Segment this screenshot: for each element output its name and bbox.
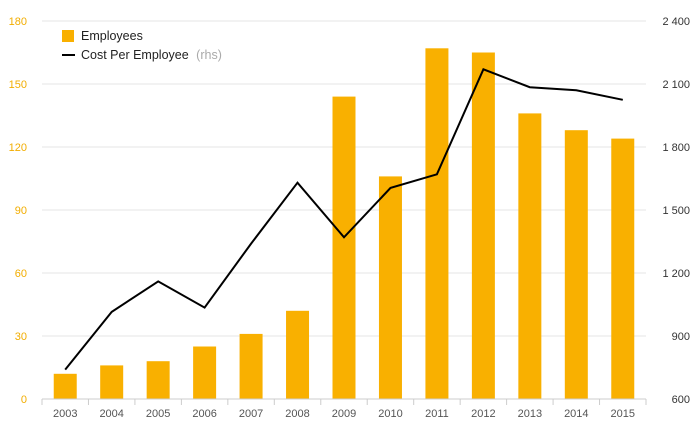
bar-employees-2005 <box>146 361 170 399</box>
left-tick-label: 0 <box>21 394 27 406</box>
bar-employees-2007 <box>239 333 263 399</box>
right-tick-label: 600 <box>672 394 690 406</box>
left-tick-label: 150 <box>9 79 27 91</box>
bar-employees-2014 <box>564 130 588 399</box>
bar-employees-2013 <box>518 113 542 400</box>
left-tick-label: 120 <box>9 142 27 154</box>
legend-label-cost-per-employee: Cost Per Employee (rhs) <box>81 48 222 62</box>
right-tick-label: 2 400 <box>662 16 690 28</box>
x-axis: 2003 2004 2005 2006 2007 2008 2009 2010 2011 2012… <box>41 398 647 420</box>
x-tick-label: 2004 <box>99 408 123 420</box>
x-tick-label: 2007 <box>239 408 263 420</box>
x-tick-label: 2009 <box>332 408 356 420</box>
x-tick-label: 2008 <box>285 408 309 420</box>
left-tick-label: 180 <box>9 16 27 28</box>
legend-label-cost-per-employee-name: Cost Per Employee <box>81 48 189 62</box>
x-tick-label: 2014 <box>564 408 588 420</box>
right-axis-ticks: 600 900 1 200 1 500 1 800 2 100 2 400 <box>662 16 690 406</box>
left-tick-label: 60 <box>15 268 27 280</box>
bar-employees-2006 <box>193 346 217 399</box>
right-tick-label: 1 800 <box>662 142 690 154</box>
right-tick-label: 1 500 <box>662 205 690 217</box>
bar-employees-2004 <box>100 365 124 399</box>
x-tick-label: 2013 <box>518 408 542 420</box>
left-tick-label: 30 <box>15 331 27 343</box>
x-tick-label: 2015 <box>611 408 635 420</box>
x-tick-label: 2003 <box>53 408 77 420</box>
x-tick-label: 2012 <box>471 408 495 420</box>
employees-bars <box>53 48 635 400</box>
left-axis-ticks: 0 30 60 90 120 150 180 <box>9 16 27 406</box>
bar-employees-2010 <box>378 176 402 399</box>
x-tick-label: 2010 <box>378 408 402 420</box>
legend: Employees Cost Per Employee (rhs) <box>62 29 222 62</box>
bar-employees-2003 <box>53 373 77 399</box>
right-tick-label: 1 200 <box>662 268 690 280</box>
legend-label-cost-per-employee-note: (rhs) <box>196 48 222 62</box>
cost-per-employee-line-group <box>64 68 624 371</box>
x-tick-label: 2006 <box>192 408 216 420</box>
left-tick-label: 90 <box>15 205 27 217</box>
bar-employees-2011 <box>425 48 449 400</box>
x-tick-label: 2011 <box>425 408 449 420</box>
right-tick-label: 2 100 <box>662 79 690 91</box>
bar-employees-2015 <box>611 138 635 399</box>
bar-employees-2008 <box>286 310 310 399</box>
bar-employees-2009 <box>332 96 356 399</box>
bar-employees-2012 <box>471 52 495 399</box>
legend-label-employees: Employees <box>81 29 143 43</box>
legend-swatch-employees <box>62 30 74 42</box>
cost-per-employee-line <box>64 68 624 371</box>
x-tick-label: 2005 <box>146 408 170 420</box>
right-tick-label: 900 <box>672 331 690 343</box>
